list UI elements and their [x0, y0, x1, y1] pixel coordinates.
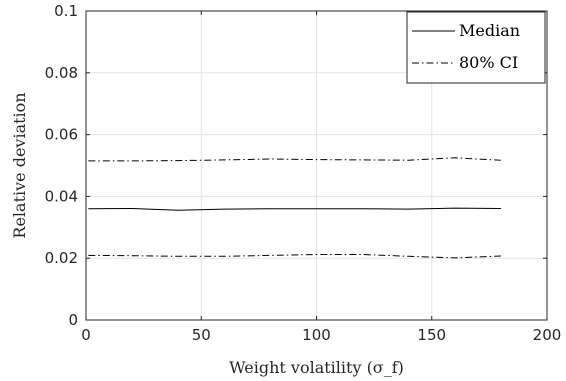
- y-tick-label: 0: [68, 311, 78, 329]
- series-line-ci-lower: [88, 255, 501, 258]
- x-tick-label: 150: [417, 326, 446, 344]
- x-tick-label: 100: [302, 326, 331, 344]
- plot-series: [88, 158, 501, 258]
- x-axis-label: Weight volatility (σ_f): [229, 358, 404, 377]
- y-tick-label: 0.02: [45, 249, 78, 267]
- y-tick-label: 0.04: [45, 187, 78, 205]
- x-tick-label: 0: [81, 326, 91, 344]
- legend: Median 80% CI: [407, 12, 545, 83]
- x-tick-label: 50: [192, 326, 211, 344]
- legend-label-median: Median: [459, 21, 520, 40]
- y-tick-label: 0.06: [45, 126, 78, 144]
- y-tick-label: 0.1: [54, 2, 78, 20]
- series-line-80-ci: [88, 158, 501, 161]
- y-tick-label: 0.08: [45, 64, 78, 82]
- series-line-median: [88, 208, 501, 210]
- y-axis-label: Relative deviation: [10, 92, 29, 238]
- legend-label-ci: 80% CI: [459, 53, 518, 72]
- x-tick-label: 200: [533, 326, 562, 344]
